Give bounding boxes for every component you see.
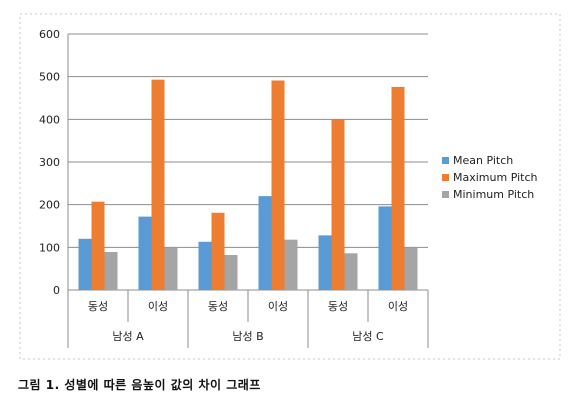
y-tick-label: 200: [39, 199, 60, 212]
x-category-label: 동성: [208, 300, 228, 313]
chart-frame-border: [19, 13, 561, 360]
bar-maximum-pitch: [271, 80, 285, 290]
y-tick-label: 600: [39, 28, 60, 41]
y-tick-label: 300: [39, 156, 60, 169]
bar-minimum-pitch: [284, 239, 298, 290]
legend-label: Maximum Pitch: [453, 171, 538, 184]
y-tick-label: 100: [39, 241, 60, 254]
bar-mean-pitch: [138, 216, 152, 290]
x-category-label: 동성: [328, 300, 348, 313]
legend-label: Minimum Pitch: [453, 188, 534, 201]
bar-mean-pitch: [258, 196, 272, 290]
bar-mean-pitch: [378, 206, 392, 290]
y-tick-label: 0: [53, 284, 60, 297]
x-category-label: 이성: [388, 300, 408, 313]
bar-minimum-pitch: [224, 255, 238, 290]
bar-maximum-pitch: [391, 86, 405, 290]
x-category-label: 이성: [268, 300, 288, 313]
x-category-label: 동성: [88, 300, 108, 313]
legend-swatch: [442, 174, 449, 181]
bar-minimum-pitch: [344, 253, 358, 290]
bar-mean-pitch: [78, 238, 92, 290]
x-category-label: 이성: [148, 300, 168, 313]
bar-minimum-pitch: [104, 252, 118, 290]
x-group-label: 남성 B: [232, 330, 263, 343]
bar-maximum-pitch: [91, 201, 105, 290]
legend-swatch: [442, 157, 449, 164]
bar-maximum-pitch: [211, 212, 225, 290]
bar-minimum-pitch: [164, 247, 178, 290]
bar-maximum-pitch: [331, 119, 345, 290]
x-group-label: 남성 C: [352, 330, 384, 343]
x-group-label: 남성 A: [112, 330, 144, 343]
bar-minimum-pitch: [404, 247, 418, 290]
bar-mean-pitch: [318, 235, 332, 290]
legend-label: Mean Pitch: [453, 154, 513, 167]
y-tick-label: 400: [39, 113, 60, 126]
legend-swatch: [442, 191, 449, 198]
bar-maximum-pitch: [151, 79, 165, 290]
figure-caption: 그림 1. 성별에 따른 음높이 값의 차이 그래프: [18, 378, 261, 392]
y-tick-label: 500: [39, 71, 60, 84]
bar-mean-pitch: [198, 241, 212, 290]
